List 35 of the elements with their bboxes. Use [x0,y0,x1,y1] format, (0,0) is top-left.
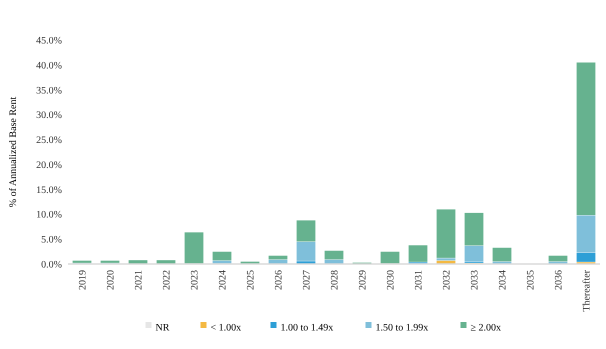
legend-label: < 1.00x [210,322,242,334]
x-tick-label: 2027 [302,270,312,290]
x-tick-label: 2030 [386,270,396,290]
x-tick-label: 2028 [330,270,340,290]
x-tick-label: 2020 [106,270,116,290]
y-tick-label: 45.0% [36,36,62,46]
x-tick-label: 2035 [526,270,536,290]
legend-label: 1.50 to 1.99x [376,322,428,334]
legend-label: ≥ 2.00x [470,322,501,334]
y-tick-label: 15.0% [36,184,62,196]
legend-label: NR [156,322,170,334]
y-tick-label: 40.0% [36,60,62,72]
y-tick-label: 0.0% [41,260,62,270]
x-tick-label: 2019 [78,270,88,290]
y-tick-label: 20.0% [36,160,62,171]
x-tick-label: 2024 [218,270,228,290]
x-tick-label: Thereafter [582,269,592,312]
x-tick-label: 2029 [358,270,368,290]
x-tick-label: 2036 [554,270,564,290]
x-tick-label: 2033 [470,270,480,290]
y-axis-title: % of Annualized Base Rent [8,96,19,208]
y-tick-label: 30.0% [36,110,62,122]
x-tick-label: 2025 [246,270,256,290]
y-tick-label: 5.0% [41,234,62,246]
x-tick-label: 2022 [162,270,172,290]
y-tick-label: 10.0% [36,210,62,221]
x-tick-label: 2032 [442,270,452,290]
x-tick-label: 2021 [134,270,144,290]
y-tick-label: 25.0% [36,135,62,146]
y-tick-label: 35.0% [36,85,62,96]
x-tick-label: 2031 [414,270,424,290]
x-tick-label: 2034 [498,270,508,290]
x-tick-label: 2023 [190,270,200,290]
legend-label: 1.00 to 1.49x [280,322,334,334]
x-tick-label: 2026 [274,270,284,290]
